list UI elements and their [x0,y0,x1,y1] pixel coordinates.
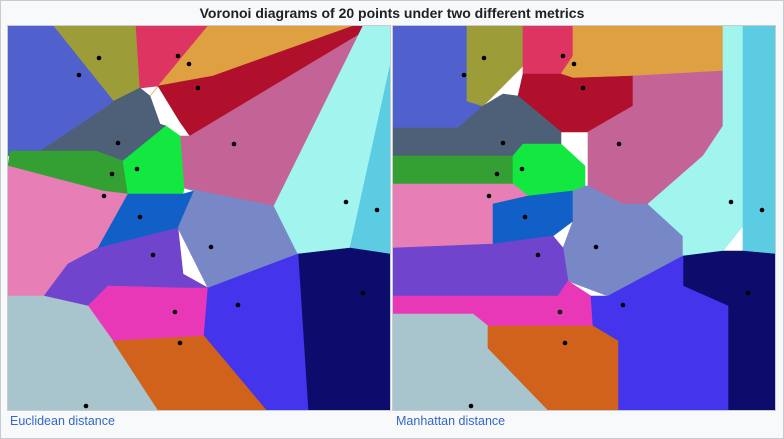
manhattan-site-point [519,166,525,172]
euclid-site-point [83,403,89,409]
manhattan-distance-caption[interactable]: Manhattan distance [396,414,506,428]
euclidean-voronoi-svg [8,26,390,410]
manhattan-region-2 [466,26,524,107]
euclidean-distance-caption[interactable]: Euclidean distance [10,414,115,428]
euclid-site-point [208,244,214,250]
manhattan-site-point [557,309,563,315]
manhattan-site-point [759,207,765,213]
manhattan-site-point [522,214,528,220]
manhattan-sites [461,53,765,409]
euclid-site-point [175,53,181,59]
euclid-site-point [374,207,380,213]
euclid-site-point [76,72,82,78]
euclid-sites [76,53,380,409]
manhattan-site-point [745,290,751,296]
euclid-site-point [101,193,107,199]
manhattan-region-4 [560,26,724,79]
euclid-site-point [195,85,201,91]
manhattan-site-point [580,85,586,91]
manhattan-site-point [481,55,487,61]
euclid-site-point [186,61,192,67]
manhattan-site-point [562,340,568,346]
manhattan-region-14 [742,26,775,255]
euclid-site-point [235,302,241,308]
manhattan-site-point [500,140,506,146]
euclid-region-16 [297,247,390,410]
euclid-site-point [134,166,140,172]
euclid-region-18 [203,253,309,410]
euclid-site-point [360,290,366,296]
euclid-site-point [231,141,237,147]
euclid-site-point [109,171,115,177]
manhattan-site-point [535,252,541,258]
euclid-site-point [150,252,156,258]
manhattan-region-8 [393,155,514,185]
manhattan-voronoi-diagram [392,25,776,411]
manhattan-site-point [616,141,622,147]
manhattan-region-20 [487,325,619,410]
manhattan-site-point [620,302,626,308]
euclid-region-20 [112,335,267,410]
euclid-site-point [172,309,178,315]
figure-title: Voronoi diagrams of 20 points under two … [199,5,585,21]
euclidean-voronoi-diagram [7,25,391,411]
manhattan-site-point [571,61,577,67]
euclid-site-point [343,199,349,205]
manhattan-site-point [486,193,492,199]
manhattan-site-point [468,403,474,409]
euclid-site-point [115,140,121,146]
manhattan-site-point [461,72,467,78]
euclid-site-point [96,55,102,61]
manhattan-voronoi-svg [393,26,775,410]
manhattan-site-point [560,53,566,59]
manhattan-site-point [728,199,734,205]
euclid-site-point [137,214,143,220]
manhattan-site-point [593,244,599,250]
manhattan-site-point [494,171,500,177]
euclid-site-point [177,340,183,346]
